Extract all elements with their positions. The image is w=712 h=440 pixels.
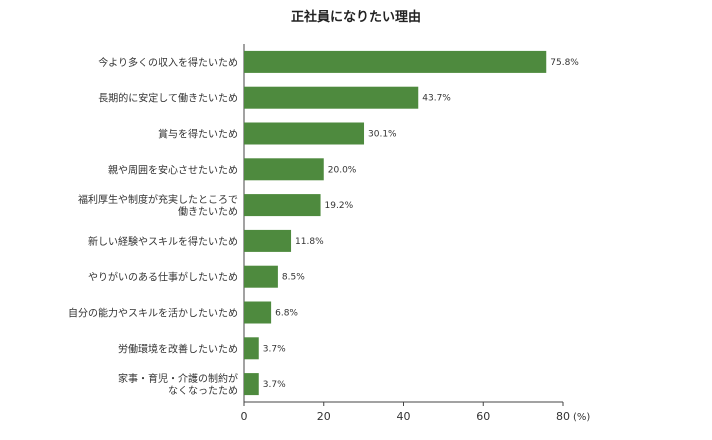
x-tick-label: 0 — [241, 410, 248, 423]
data-label: 30.1% — [368, 130, 397, 140]
bar — [244, 337, 259, 360]
bar — [244, 229, 292, 252]
category-label: 親や周囲を安心させたいため — [108, 163, 238, 176]
category-label: 賞与を得たいため — [158, 128, 238, 141]
bar — [244, 194, 321, 217]
bar — [244, 86, 419, 109]
category-label: 労働環境を改善したいため — [118, 342, 238, 355]
data-label: 19.2% — [325, 201, 354, 211]
category-label: 新しい経験やスキルを得たいため — [88, 235, 238, 248]
bar — [244, 301, 272, 324]
x-tick-label: 20 — [317, 410, 331, 423]
data-label: 6.8% — [275, 309, 298, 319]
x-axis-unit: (%) — [573, 412, 590, 423]
data-label: 43.7% — [422, 94, 451, 104]
category-label: やりがいのある仕事がしたいため — [88, 271, 238, 284]
data-label: 8.5% — [282, 273, 305, 283]
category-label: 福利厚生や制度が充実したところで働きたいため — [78, 193, 238, 218]
bar — [244, 122, 365, 145]
category-label: 家事・育児・介護の制約がなくなったため — [118, 372, 238, 397]
bar — [244, 265, 278, 288]
data-label: 3.7% — [263, 380, 286, 390]
bar — [244, 373, 259, 396]
x-tick-label: 60 — [476, 410, 490, 423]
bar — [244, 50, 547, 73]
x-tick-label: 80 — [556, 410, 570, 423]
data-label: 75.8% — [550, 58, 579, 68]
category-label: 自分の能力やスキルを活かしたいため — [68, 307, 238, 320]
data-label: 20.0% — [328, 165, 357, 175]
category-label: 長期的に安定して働きたいため — [98, 92, 238, 105]
chart-title: 正社員になりたい理由 — [290, 10, 421, 25]
data-label: 3.7% — [263, 344, 286, 354]
category-label: 今より多くの収入を得たいため — [98, 56, 238, 69]
x-tick-label: 40 — [397, 410, 411, 423]
bar — [244, 158, 324, 181]
data-label: 11.8% — [295, 237, 324, 247]
